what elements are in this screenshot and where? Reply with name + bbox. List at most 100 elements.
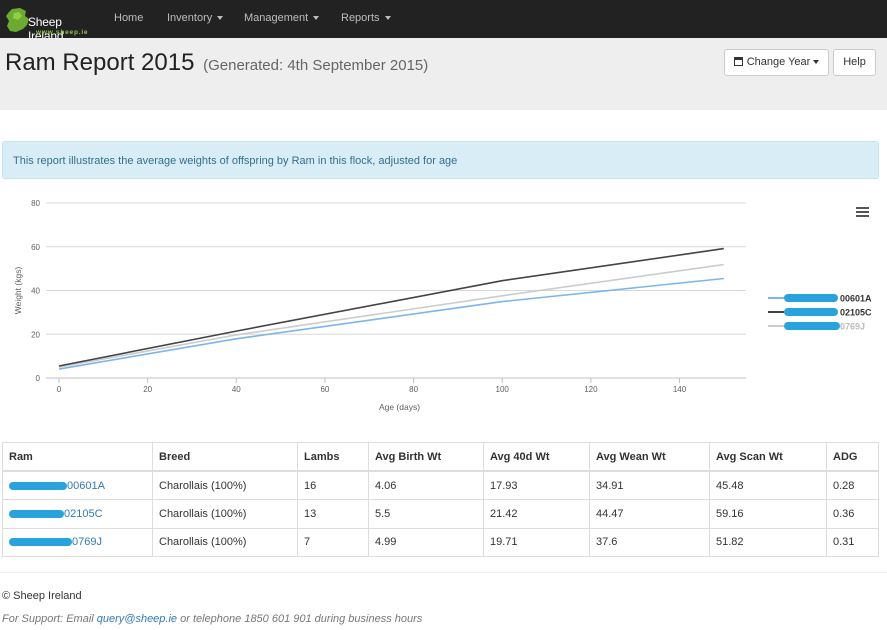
cell-adg: 0.31 xyxy=(826,527,879,557)
redacted-id xyxy=(9,481,67,490)
col-header-lambs[interactable]: Lambs xyxy=(297,442,369,472)
x-tick-label: 120 xyxy=(584,385,598,394)
footer-divider xyxy=(0,572,887,573)
page-subtitle: (Generated: 4th September 2015) xyxy=(203,57,429,74)
series-line-0769J xyxy=(58,263,724,368)
redacted-id xyxy=(9,538,72,547)
x-tick-label: 20 xyxy=(143,385,152,394)
y-tick-label: 60 xyxy=(31,243,40,252)
ram-link[interactable]: 0769J xyxy=(9,536,102,548)
table-row: 0769J Charollais (100%) 7 4.99 19.71 37.… xyxy=(2,527,879,557)
change-year-button[interactable]: Change Year xyxy=(724,49,829,76)
cell-breed: Charollais (100%) xyxy=(152,470,298,500)
calendar-icon xyxy=(733,57,743,66)
x-tick-label: 60 xyxy=(320,385,329,394)
table-header-row: Ram Breed Lambs Avg Birth Wt Avg 40d Wt … xyxy=(2,442,879,472)
ram-link[interactable]: 02105C xyxy=(9,508,103,520)
x-tick-label: 100 xyxy=(496,385,510,394)
x-tick-label: 0 xyxy=(57,385,62,394)
cell-40d-wt: 19.71 xyxy=(483,527,590,557)
ram-table: Ram Breed Lambs Avg Birth Wt Avg 40d Wt … xyxy=(2,442,879,557)
legend-redacted-id xyxy=(784,308,838,316)
support-text: For Support: Email query@sheep.ie or tel… xyxy=(2,613,422,625)
x-tick-label: 40 xyxy=(232,385,241,394)
brand-logo[interactable]: Sheep Ireland www.sheep.ie xyxy=(4,3,94,43)
y-axis-title: Weight (kgs) xyxy=(13,267,23,315)
info-alert: This report illustrates the average weig… xyxy=(2,141,879,179)
legend-item-label: 00601A xyxy=(840,294,872,304)
support-prefix: For Support: Email xyxy=(2,613,94,625)
brand-url: www.sheep.ie xyxy=(36,29,89,36)
y-tick-label: 40 xyxy=(31,287,40,296)
cell-scan-wt: 45.48 xyxy=(709,470,827,500)
ram-id-suffix: 02105C xyxy=(64,507,103,520)
ram-id-suffix: 00601A xyxy=(67,479,105,492)
col-header-adg[interactable]: ADG xyxy=(826,442,879,472)
cell-lambs: 13 xyxy=(297,499,369,529)
cell-scan-wt: 59.16 xyxy=(709,499,827,529)
help-button[interactable]: Help xyxy=(833,49,876,76)
col-header-avg-40d-wt[interactable]: Avg 40d Wt xyxy=(483,442,590,472)
series-line-00601A xyxy=(58,277,724,370)
table-row: 00601A Charollais (100%) 16 4.06 17.93 3… xyxy=(2,470,879,500)
col-header-avg-wean-wt[interactable]: Avg Wean Wt xyxy=(589,442,710,472)
legend-item-label: 0769J xyxy=(840,322,865,332)
nav-reports[interactable]: Reports xyxy=(341,12,391,24)
y-tick-label: 20 xyxy=(31,330,40,339)
cell-breed: Charollais (100%) xyxy=(152,527,298,557)
info-alert-text: This report illustrates the average weig… xyxy=(13,155,458,167)
cell-breed: Charollais (100%) xyxy=(152,499,298,529)
page-title-text: Ram Report 2015 xyxy=(5,49,195,76)
table-row: 02105C Charollais (100%) 13 5.5 21.42 44… xyxy=(2,499,879,529)
cell-lambs: 7 xyxy=(297,527,369,557)
series-line-02105C xyxy=(58,247,724,367)
legend-redacted-id xyxy=(784,294,838,302)
nav-management[interactable]: Management xyxy=(244,12,320,24)
ram-id-suffix: 0769J xyxy=(72,536,102,549)
support-suffix: or telephone 1850 601 901 during busines… xyxy=(180,613,423,625)
y-tick-label: 80 xyxy=(31,199,40,208)
x-tick-label: 80 xyxy=(409,385,418,394)
col-header-ram[interactable]: Ram xyxy=(2,442,153,472)
cell-wean-wt: 34.91 xyxy=(589,470,710,500)
weight-chart-svg: 0 20 40 60 80 0 20 40 60 80 100 120 140 Age (days) Wei… xyxy=(13,199,872,412)
support-email-link[interactable]: query@sheep.ie xyxy=(96,613,178,625)
cell-adg: 0.28 xyxy=(826,470,879,500)
ram-link[interactable]: 00601A xyxy=(9,480,105,492)
legend-item-label: 02105C xyxy=(840,308,872,318)
nav-management-label: Management xyxy=(244,12,309,24)
caret-down-icon xyxy=(384,16,391,21)
caret-down-icon xyxy=(217,16,224,21)
cell-scan-wt: 51.82 xyxy=(709,527,827,557)
cell-birth-wt: 4.99 xyxy=(368,527,484,557)
navbar: Sheep Ireland www.sheep.ie Home Inventor… xyxy=(0,0,887,43)
weight-chart: 0 20 40 60 80 0 20 40 60 80 100 120 140 Age (days) Wei… xyxy=(0,188,887,423)
help-label: Help xyxy=(843,56,866,68)
cell-adg: 0.36 xyxy=(826,499,879,529)
cell-ram: 0769J xyxy=(2,527,153,557)
cell-wean-wt: 37.6 xyxy=(589,527,710,557)
cell-birth-wt: 5.5 xyxy=(368,499,484,529)
col-header-avg-birth-wt[interactable]: Avg Birth Wt xyxy=(368,442,484,472)
cell-40d-wt: 17.93 xyxy=(483,470,590,500)
redacted-id xyxy=(9,509,64,518)
change-year-label: Change Year xyxy=(746,56,811,68)
col-header-breed[interactable]: Breed xyxy=(152,442,298,472)
nav-inventory-label: Inventory xyxy=(167,12,213,24)
copyright: © Sheep Ireland xyxy=(2,590,82,602)
nav-home-label: Home xyxy=(114,12,144,24)
nav-home[interactable]: Home xyxy=(114,12,143,24)
cell-lambs: 16 xyxy=(297,470,369,500)
y-tick-label: 0 xyxy=(36,374,41,383)
chart-menu-icon[interactable] xyxy=(856,207,869,217)
cell-40d-wt: 21.42 xyxy=(483,499,590,529)
nav-inventory[interactable]: Inventory xyxy=(167,12,224,24)
cell-wean-wt: 44.47 xyxy=(589,499,710,529)
ireland-map-icon xyxy=(6,8,29,32)
x-axis-title: Age (days) xyxy=(379,402,420,412)
page-title: Ram Report 2015 (Generated: 4th Septembe… xyxy=(5,49,428,77)
cell-birth-wt: 4.06 xyxy=(368,470,484,500)
caret-down-icon xyxy=(313,16,320,21)
col-header-avg-scan-wt[interactable]: Avg Scan Wt xyxy=(709,442,827,472)
caret-down-icon xyxy=(813,60,820,65)
